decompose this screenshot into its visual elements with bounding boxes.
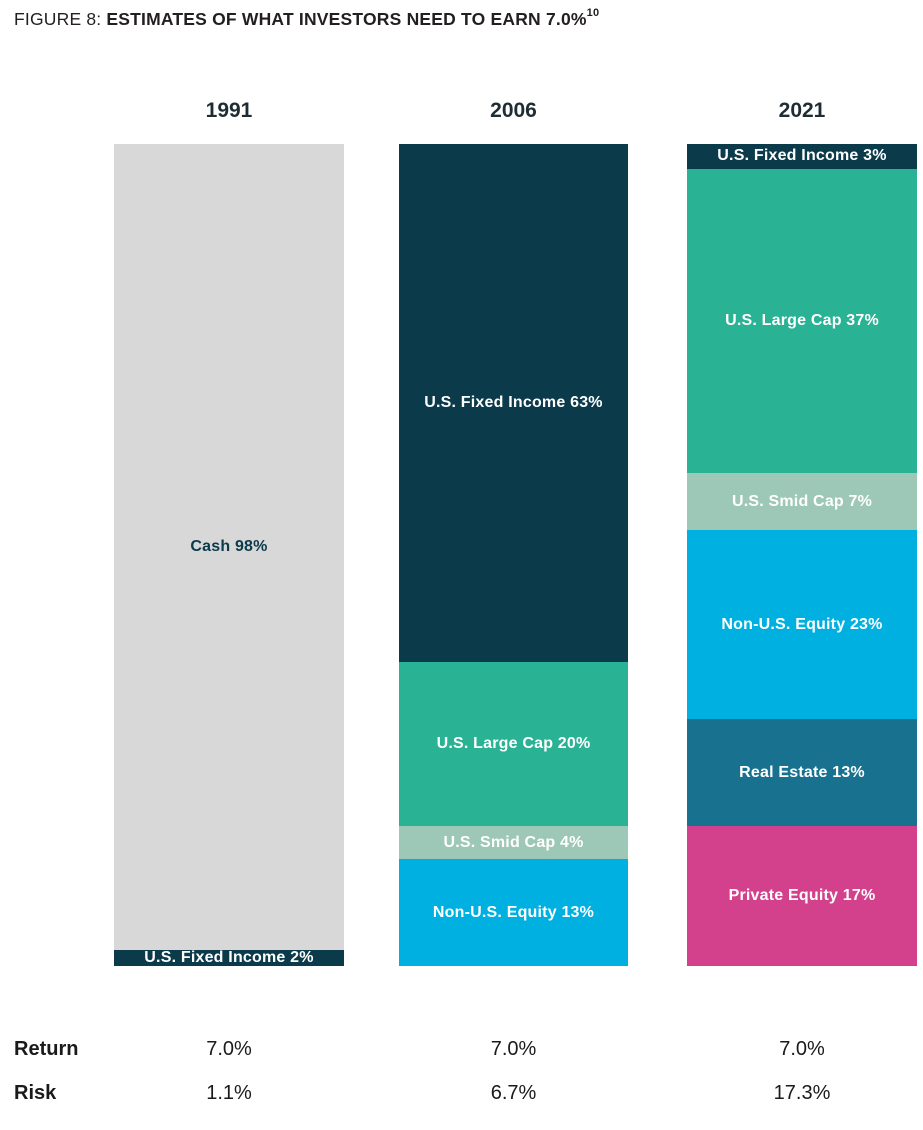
segment-label-1991-u-s-fixed-income: U.S. Fixed Income 2% — [144, 948, 314, 966]
segment-label-2006-u-s-fixed-income: U.S. Fixed Income 63% — [424, 393, 603, 411]
segment-2006-u-s-smid-cap: U.S. Smid Cap 4% — [399, 826, 628, 860]
segment-label-1991-cash: Cash 98% — [190, 537, 268, 555]
column-year-label-2006: 2006 — [490, 99, 537, 122]
segment-2021-private-equity: Private Equity 17% — [687, 826, 917, 966]
segment-label-2021-non-u-s-equity: Non-U.S. Equity 23% — [721, 615, 883, 633]
segment-2021-u-s-large-cap: U.S. Large Cap 37% — [687, 168, 917, 473]
segment-label-2021-u-s-fixed-income: U.S. Fixed Income 3% — [717, 147, 887, 165]
segment-2021-non-u-s-equity: Non-U.S. Equity 23% — [687, 530, 917, 720]
stacked-bar-2006: U.S. Fixed Income 63% U.S. Large Cap 20% U… — [399, 144, 628, 966]
figure-title-prefix: FIGURE 8: — [14, 9, 102, 29]
segment-1991-u-s-fixed-income: U.S. Fixed Income 2% — [114, 948, 344, 966]
figure-title-footnote-ref: 10 — [586, 7, 600, 19]
stat-value-risk-2021: 17.3% — [773, 1082, 831, 1104]
column-year-label-2021: 2021 — [778, 99, 826, 122]
segment-label-2006-u-s-large-cap: U.S. Large Cap 20% — [436, 735, 591, 753]
segment-label-2006-u-s-smid-cap: U.S. Smid Cap 4% — [443, 833, 584, 851]
stat-row-label-return: Return — [14, 1038, 79, 1060]
stat-value-return-2006: 7.0% — [490, 1038, 537, 1060]
segment-2006-u-s-fixed-income: U.S. Fixed Income 63% — [399, 144, 628, 662]
stat-value-return-2021: 7.0% — [779, 1038, 825, 1060]
stacked-bar-1991: Cash 98% U.S. Fixed Income 2% — [114, 144, 344, 966]
segment-label-2006-non-u-s-equity: Non-U.S. Equity 13% — [432, 903, 595, 921]
stat-value-risk-2006: 6.7% — [490, 1082, 537, 1104]
segment-label-2021-private-equity: Private Equity 17% — [728, 887, 876, 905]
segment-1991-cash: Cash 98% — [114, 144, 344, 950]
stacked-bar-2021: U.S. Fixed Income 3% U.S. Large Cap 37% U.… — [687, 144, 917, 966]
stat-value-risk-1991: 1.1% — [206, 1082, 252, 1104]
segment-2021-real-estate: Real Estate 13% — [687, 719, 917, 827]
segment-label-2021-real-estate: Real Estate 13% — [739, 763, 865, 781]
column-year-label-1991: 1991 — [205, 99, 253, 122]
segment-2006-u-s-large-cap: U.S. Large Cap 20% — [399, 661, 628, 827]
stat-row-label-risk: Risk — [14, 1082, 57, 1104]
segment-2021-u-s-fixed-income: U.S. Fixed Income 3% — [687, 144, 917, 169]
figure-title-heading: ESTIMATES OF WHAT INVESTORS NEED TO EARN… — [106, 9, 587, 29]
segment-label-2021-u-s-smid-cap: U.S. Smid Cap 7% — [731, 492, 873, 510]
segment-label-2021-u-s-large-cap: U.S. Large Cap 37% — [725, 311, 879, 329]
segment-2021-u-s-smid-cap: U.S. Smid Cap 7% — [687, 472, 917, 531]
segment-2006-non-u-s-equity: Non-U.S. Equity 13% — [399, 859, 628, 966]
figure-title: FIGURE 8: ESTIMATES OF WHAT INVESTORS NEE… — [14, 7, 600, 30]
stat-value-return-1991: 7.0% — [206, 1038, 252, 1060]
